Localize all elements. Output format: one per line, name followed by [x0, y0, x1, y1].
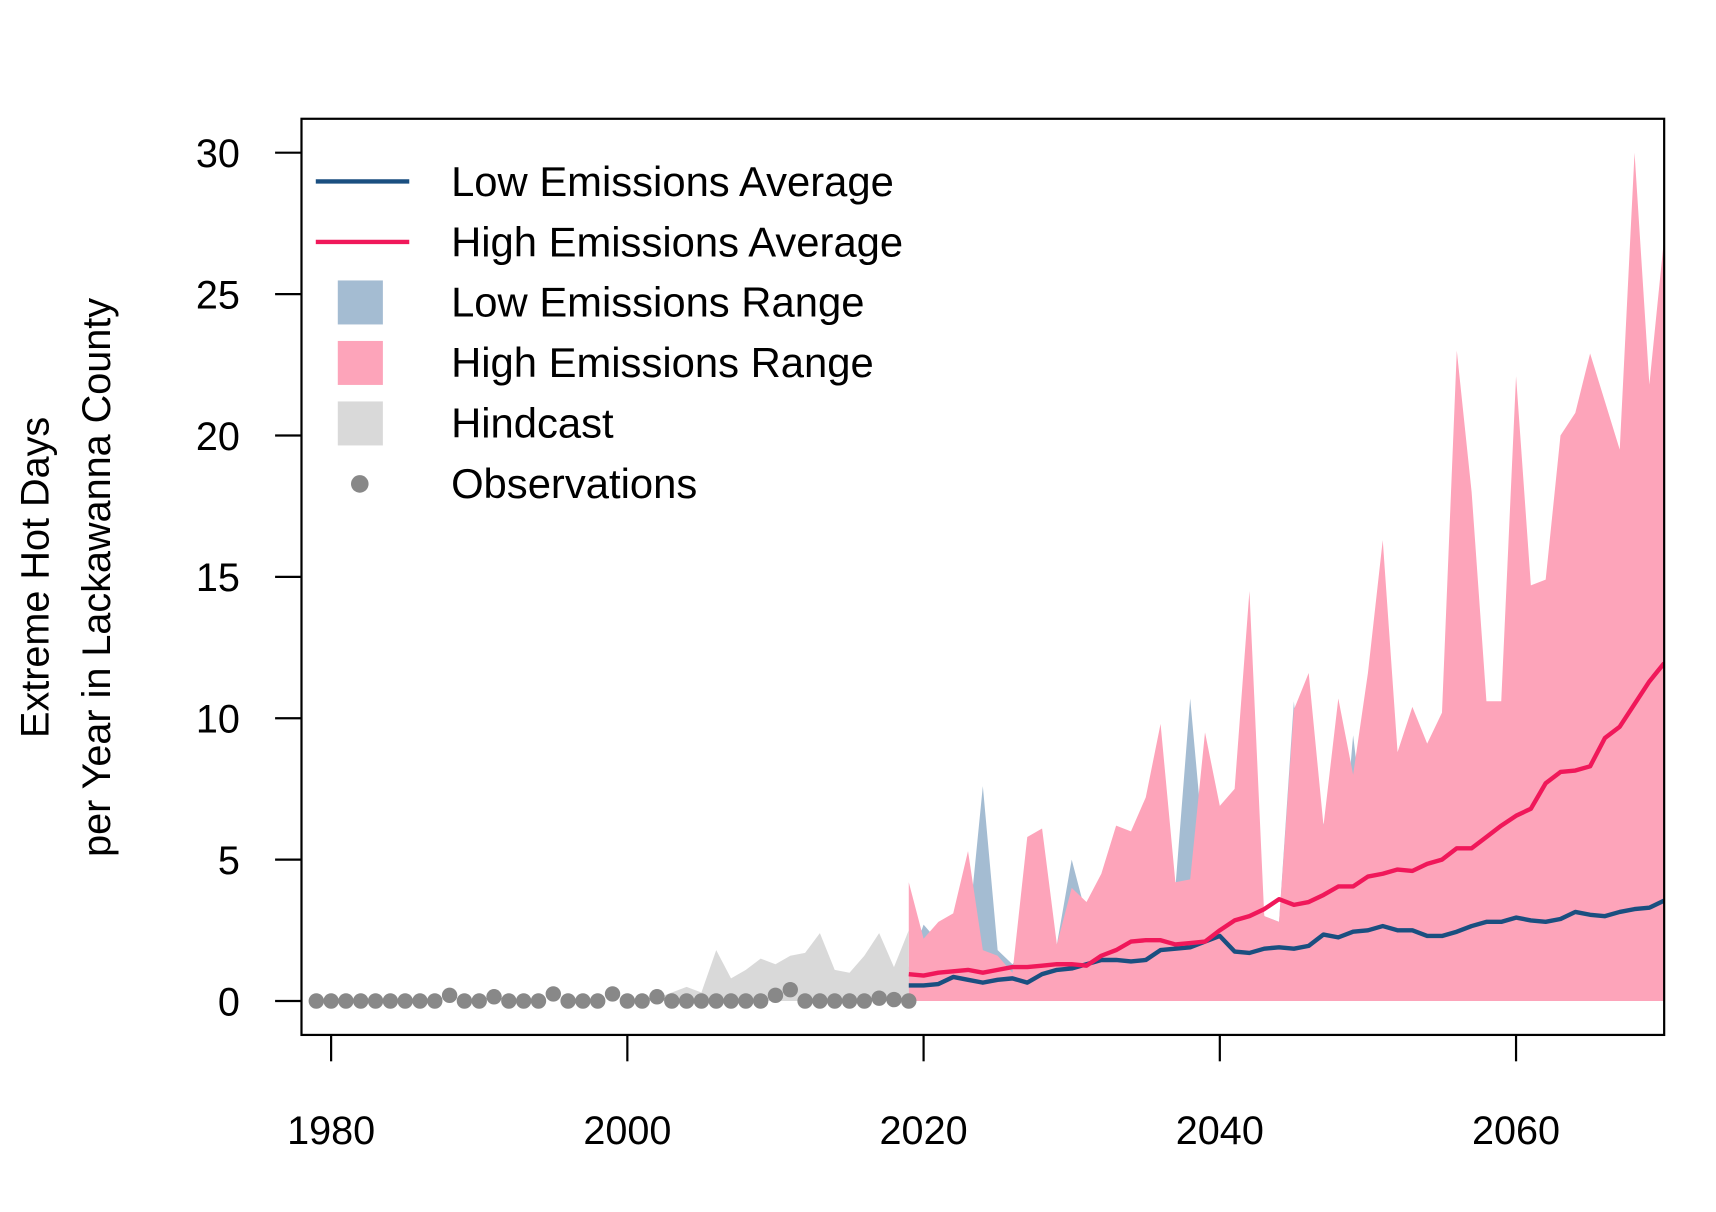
legend-label: Hindcast	[451, 400, 614, 447]
observation-point	[575, 993, 591, 1009]
observation-point	[441, 987, 458, 1004]
observation-point	[604, 986, 621, 1002]
observation-point	[338, 993, 354, 1009]
legend: Low Emissions Average High Emissions Aver…	[315, 158, 903, 507]
y-tick-label: 5	[218, 839, 240, 883]
observation-point	[708, 993, 724, 1009]
observation-point	[590, 993, 606, 1009]
observation-point	[545, 986, 561, 1002]
observation-point	[812, 993, 828, 1009]
observation-point	[486, 989, 502, 1005]
observation-point	[693, 993, 710, 1009]
observation-point	[664, 993, 680, 1009]
legend-point	[350, 475, 369, 493]
legend-swatch	[337, 340, 383, 385]
y-tick-label: 20	[196, 415, 240, 459]
observation-point	[886, 991, 902, 1008]
observation-point	[767, 987, 784, 1004]
y-tick-label: 10	[196, 698, 240, 742]
legend-label: Low Emissions Range	[451, 279, 864, 326]
observation-point	[827, 993, 843, 1009]
observation-point	[323, 993, 339, 1009]
observation-point	[367, 993, 384, 1009]
observation-point	[901, 993, 917, 1009]
range-band	[908, 152, 1665, 1001]
observation-point	[353, 993, 369, 1009]
x-tick-label: 1980	[287, 1109, 375, 1153]
x-tick-label: 2060	[1472, 1109, 1560, 1153]
y-axis-title: Extreme Hot Days per Year in Lackawanna …	[14, 298, 120, 857]
observation-point	[856, 993, 873, 1009]
y-tick-label: 25	[196, 273, 240, 317]
observation-point	[308, 993, 325, 1009]
observation-point	[752, 993, 769, 1009]
observation-point	[723, 993, 739, 1009]
legend-label: Low Emissions Average	[451, 158, 894, 205]
legend-swatch	[337, 401, 383, 446]
observation-point	[515, 993, 532, 1009]
observation-point	[649, 989, 665, 1005]
observation-point	[797, 993, 813, 1009]
observation-point	[782, 981, 798, 998]
observation-point	[427, 993, 443, 1009]
observation-point	[397, 993, 413, 1009]
x-tick-label: 2020	[880, 1109, 968, 1153]
observation-point	[871, 990, 887, 1006]
observation-point	[382, 993, 399, 1009]
x-tick-label: 2000	[583, 1109, 671, 1153]
y-tick-label: 30	[196, 132, 240, 176]
y-axis-title-line: Extreme Hot Days	[14, 417, 58, 738]
x-tick-label: 2040	[1176, 1109, 1264, 1153]
legend-label: High Emissions Range	[451, 339, 874, 386]
observation-point	[560, 993, 576, 1009]
range-band	[316, 930, 909, 1001]
average-line	[908, 661, 1665, 978]
average-line	[908, 898, 1665, 988]
observation-point	[634, 993, 650, 1009]
observation-point	[678, 993, 695, 1009]
y-axis-title-line: per Year in Lackawanna County	[75, 298, 119, 857]
observation-point	[619, 993, 636, 1009]
observation-point	[471, 993, 487, 1009]
y-tick-label: 15	[196, 556, 240, 600]
y-tick-label: 0	[218, 980, 240, 1024]
observation-point	[738, 993, 754, 1009]
observation-point	[456, 993, 473, 1009]
observation-point	[412, 993, 428, 1009]
legend-label: Observations	[451, 460, 697, 507]
plot-area	[308, 152, 1665, 1009]
observation-point	[530, 993, 547, 1009]
observation-point	[841, 993, 858, 1009]
legend-label: High Emissions Average	[451, 218, 903, 265]
legend-swatch	[337, 280, 383, 325]
observation-point	[501, 993, 517, 1009]
